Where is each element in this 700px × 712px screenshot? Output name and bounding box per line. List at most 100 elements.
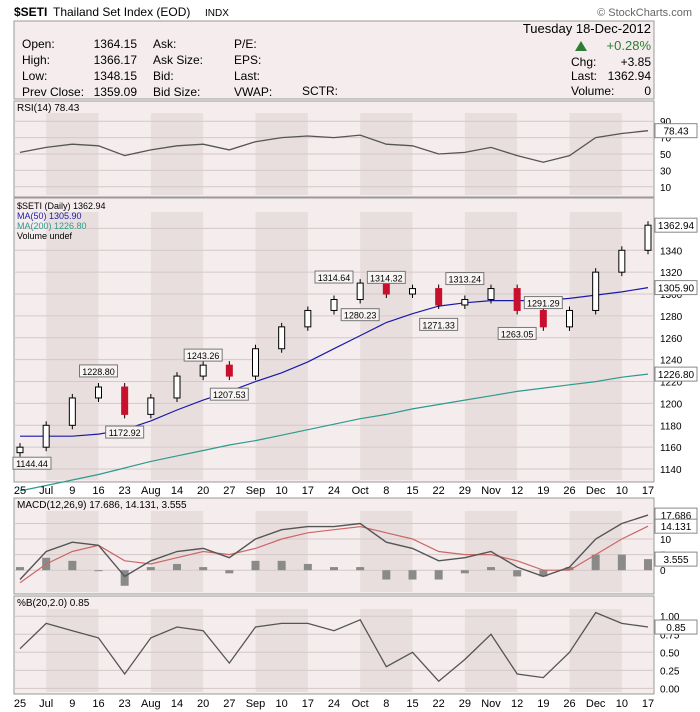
candle xyxy=(121,386,129,415)
last-price-badge-box xyxy=(654,217,698,233)
x-tick-label: 19 xyxy=(537,485,549,497)
sctr-label: SCTR: xyxy=(302,84,338,98)
pctb-badge: 0.85 xyxy=(666,623,686,634)
month-band xyxy=(569,609,622,692)
legend-entry: MA(200) 1226.80 xyxy=(17,221,87,231)
x-tick-label: 22 xyxy=(433,485,445,497)
x-tick-label: 17 xyxy=(302,698,314,710)
histogram-bar xyxy=(644,559,652,571)
price-annotation-box xyxy=(340,308,380,322)
x-tick-label: 9 xyxy=(69,485,75,497)
x-tick-label: Aug xyxy=(141,698,161,710)
candle xyxy=(225,364,233,377)
rsi-badge-box xyxy=(654,123,698,139)
histogram-bar xyxy=(68,560,77,571)
candle xyxy=(95,386,102,399)
y-tick-label: 0.00 xyxy=(660,684,680,695)
macd-panel: MACD(12,26,9) 17.686, 14.131, 3.555 1510… xyxy=(13,497,698,595)
y-tick-label: 50 xyxy=(660,150,672,161)
stat-value: 1359.09 xyxy=(94,85,138,99)
last-value: 1362.94 xyxy=(608,69,652,83)
histogram-badge-box xyxy=(654,551,698,567)
candle xyxy=(330,299,338,311)
x-tick-label: Nov xyxy=(481,698,501,710)
x-tick-label: 14 xyxy=(171,485,183,497)
price-annotation: 1314.32 xyxy=(370,273,403,283)
macd-label: MACD(12,26,9) 17.686, 14.131, 3.555 xyxy=(17,500,187,511)
legend-entry: Volume undef xyxy=(17,231,73,241)
price-annotation-box xyxy=(523,296,563,310)
month-band xyxy=(569,212,622,480)
last-label: Last: xyxy=(571,69,597,83)
macd-line xyxy=(19,514,649,580)
x-tick-label: Oct xyxy=(352,698,369,710)
exchange: INDX xyxy=(205,8,229,19)
stat-label: Bid Size: xyxy=(153,85,200,99)
rsi-panel: RSI(14) 78.43 90 70 50 30 10 78.43 xyxy=(13,100,698,198)
x-tick-label: 17 xyxy=(302,485,314,497)
chg-value: +3.85 xyxy=(621,55,652,69)
y-tick-label: 1300 xyxy=(660,290,683,301)
macd-signal-line xyxy=(19,525,649,584)
histogram-bar xyxy=(146,567,155,571)
y-tick-label: 1240 xyxy=(660,356,683,367)
y-tick-label: 30 xyxy=(660,166,672,177)
x-tick-label: 10 xyxy=(616,698,628,710)
ma200-badge-box xyxy=(654,366,698,382)
month-band xyxy=(464,212,518,480)
symbol: $SETI xyxy=(14,5,47,19)
price-annotation: 1280.23 xyxy=(344,311,377,321)
stat-label: Low: xyxy=(22,69,47,83)
month-band xyxy=(255,609,308,692)
stat-value: 1364.15 xyxy=(94,37,138,51)
x-tick-label: 9 xyxy=(69,698,75,710)
candle xyxy=(173,375,181,399)
x-tick-label: 27 xyxy=(223,698,235,710)
macd-badge: 17.686 xyxy=(661,511,692,522)
y-tick-label: 1260 xyxy=(660,334,683,345)
x-tick-label: 24 xyxy=(328,698,340,710)
x-tick-label: 20 xyxy=(197,698,209,710)
price-annotation-box xyxy=(419,317,459,331)
histogram-bar xyxy=(303,563,312,571)
stat-value: 1348.15 xyxy=(94,69,138,83)
stat-label: Last: xyxy=(234,69,260,83)
x-tick-label: Jul xyxy=(39,698,53,710)
rsi-label: RSI(14) 78.43 xyxy=(17,103,80,114)
ma200-line xyxy=(19,373,649,492)
x-tick-label: 17 xyxy=(642,698,654,710)
stat-label: EPS: xyxy=(234,53,261,67)
month-band xyxy=(150,609,204,692)
x-tick-label: Sep xyxy=(246,698,266,710)
stat-label: High: xyxy=(22,53,50,67)
candle xyxy=(487,288,495,301)
y-tick-label: 1140 xyxy=(660,465,682,476)
x-tick-label: 17 xyxy=(642,485,654,497)
candle xyxy=(382,282,390,295)
x-tick-label: 29 xyxy=(459,485,471,497)
month-band xyxy=(150,212,204,480)
x-tick-label: 8 xyxy=(383,698,389,710)
x-tick-label: 14 xyxy=(171,698,183,710)
x-tick-label: 23 xyxy=(119,698,131,710)
x-tick-label: Jul xyxy=(39,485,53,497)
histogram-bar xyxy=(460,570,469,574)
credit: © StockCharts.com xyxy=(597,7,692,19)
histogram-bar xyxy=(539,570,548,577)
x-tick-label: 16 xyxy=(92,485,104,497)
price-annotation: 1291.29 xyxy=(527,299,560,309)
legend-entry: MA(50) 1305.90 xyxy=(17,211,82,221)
price-annotation-box xyxy=(497,326,537,340)
price-annotation: 1207.53 xyxy=(213,390,246,400)
histogram-bar xyxy=(330,567,338,571)
month-band xyxy=(360,212,413,480)
month-band xyxy=(46,609,99,692)
price-annotation-box xyxy=(183,348,223,362)
price-annotation-box xyxy=(105,425,145,439)
price-annotation-box xyxy=(366,270,406,284)
candle xyxy=(16,446,24,454)
x-tick-label: Aug xyxy=(141,485,161,497)
histogram-bar xyxy=(173,563,181,571)
histogram-bar xyxy=(120,570,129,586)
candle xyxy=(566,309,573,328)
